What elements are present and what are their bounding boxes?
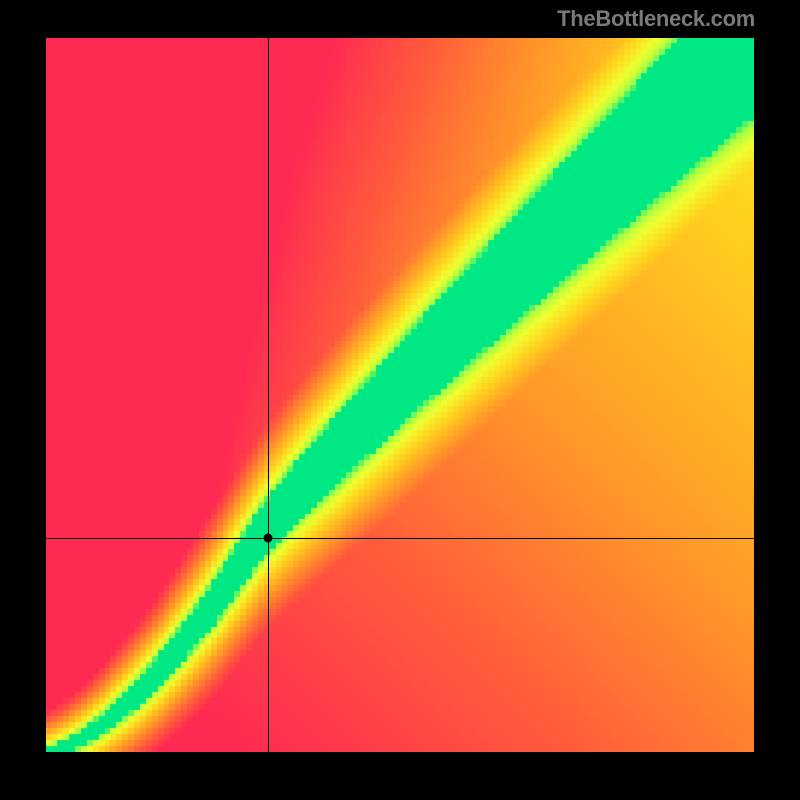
- crosshair-vertical: [268, 38, 269, 752]
- crosshair-horizontal: [46, 538, 754, 539]
- heatmap-canvas: [46, 38, 754, 752]
- chart-container: TheBottleneck.com: [0, 0, 800, 800]
- plot-area: [46, 38, 754, 752]
- crosshair-marker: [264, 533, 273, 542]
- watermark-text: TheBottleneck.com: [557, 6, 755, 32]
